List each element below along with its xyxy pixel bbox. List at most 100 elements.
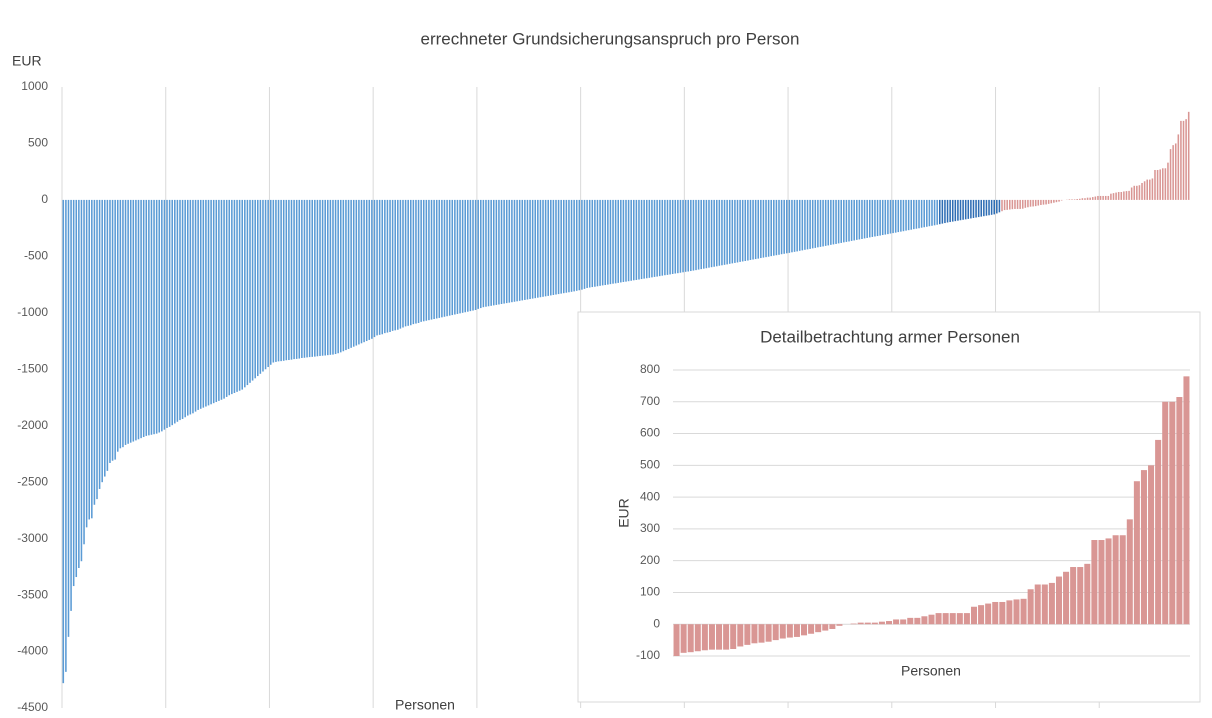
bar	[918, 199, 920, 229]
bar	[674, 199, 677, 274]
bar	[627, 199, 630, 282]
bar	[703, 199, 705, 269]
bar	[933, 199, 936, 226]
bar	[199, 199, 202, 409]
bar	[638, 199, 640, 280]
bar	[970, 606, 978, 625]
bar	[845, 199, 848, 242]
bar	[967, 199, 970, 219]
bar	[868, 199, 871, 238]
bar	[241, 199, 243, 390]
bar	[1037, 199, 1040, 206]
bar	[1060, 199, 1063, 201]
bar	[788, 199, 791, 253]
bar	[697, 199, 700, 270]
bar	[645, 199, 648, 279]
bar	[378, 199, 381, 335]
bar	[412, 199, 415, 325]
bar	[389, 199, 391, 333]
bar	[1167, 162, 1169, 200]
bar	[428, 199, 430, 321]
bar	[298, 199, 301, 359]
bar	[1162, 401, 1169, 625]
bar	[220, 199, 223, 400]
bar	[306, 199, 308, 358]
bar	[992, 601, 999, 625]
bar	[91, 199, 93, 519]
bar	[254, 199, 256, 379]
y-tick-label: -4500	[17, 700, 48, 714]
bar	[951, 199, 954, 222]
bar	[612, 199, 614, 284]
bar	[1097, 195, 1099, 200]
bar	[500, 199, 503, 305]
chart-title: Detailbetrachtung armer Personen	[760, 327, 1020, 346]
bar	[1154, 169, 1156, 200]
bar	[345, 199, 347, 351]
bar	[228, 199, 231, 396]
bar	[70, 199, 72, 611]
bar	[529, 199, 531, 300]
bar	[964, 199, 967, 220]
bar	[290, 199, 293, 360]
bar	[568, 199, 570, 293]
bar	[293, 199, 295, 360]
bar	[189, 199, 192, 415]
bar	[438, 199, 441, 318]
bar	[747, 199, 749, 261]
y-tick-label: 1000	[21, 79, 48, 93]
bar	[163, 199, 166, 430]
bar	[391, 199, 394, 331]
bar	[1155, 439, 1162, 625]
bar	[879, 199, 881, 236]
bar	[166, 199, 168, 428]
bar	[573, 199, 575, 292]
bar	[249, 199, 251, 383]
bar	[365, 199, 368, 342]
bar	[339, 199, 342, 353]
bar	[464, 199, 467, 313]
bar	[321, 199, 324, 356]
bar	[692, 199, 695, 271]
bar	[944, 199, 946, 224]
bar	[459, 199, 461, 314]
bar	[1123, 191, 1125, 200]
bar	[186, 199, 189, 416]
bar	[796, 199, 798, 252]
bar	[1149, 179, 1151, 200]
bar	[956, 613, 963, 625]
bar	[1141, 182, 1143, 200]
bar	[791, 199, 793, 253]
bar	[75, 199, 78, 578]
bar	[487, 199, 490, 307]
bar	[1020, 598, 1027, 625]
bar	[1058, 199, 1060, 202]
bar	[1027, 199, 1029, 208]
bar	[824, 199, 827, 246]
bar	[129, 199, 132, 443]
bar	[1182, 120, 1185, 200]
bar	[708, 199, 710, 268]
bar	[1133, 185, 1136, 200]
bar	[931, 199, 933, 226]
bar	[594, 199, 596, 287]
bar	[565, 199, 568, 293]
bar	[280, 199, 282, 362]
bar	[244, 199, 246, 388]
bar	[936, 199, 938, 225]
bar	[734, 199, 736, 263]
bar	[970, 199, 972, 219]
bar	[900, 619, 907, 625]
bar	[119, 199, 122, 449]
bar	[617, 199, 619, 283]
bar	[72, 199, 75, 587]
bar	[744, 199, 747, 261]
bar	[876, 199, 879, 237]
bar	[433, 199, 435, 320]
y-tick-label: -1000	[17, 305, 48, 319]
bar	[815, 624, 822, 633]
bar	[88, 199, 91, 520]
bar	[467, 199, 469, 312]
bar	[928, 614, 935, 625]
bar	[132, 199, 135, 442]
